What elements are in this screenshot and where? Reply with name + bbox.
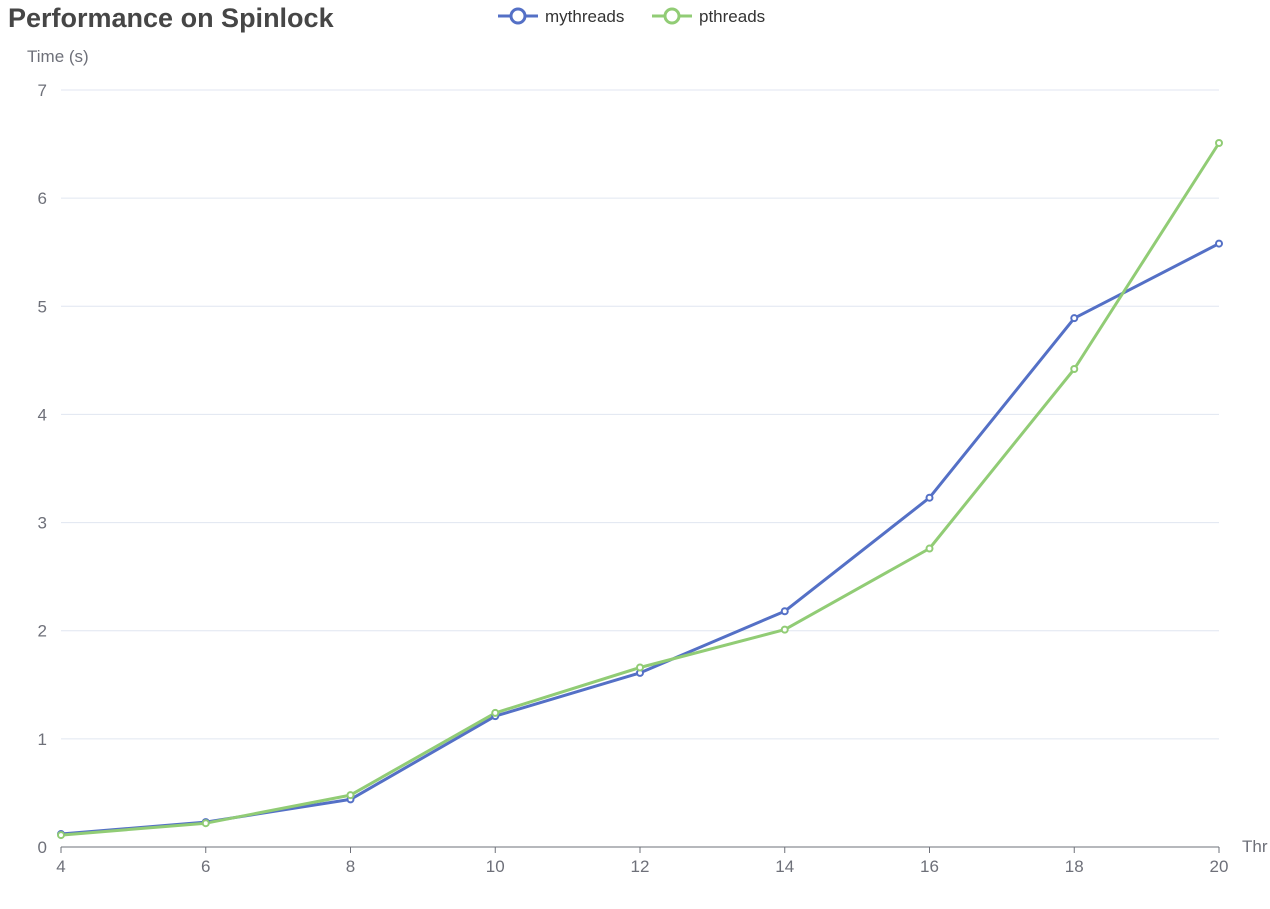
series-points [57, 138, 1223, 840]
x-tick-label: 6 [201, 857, 210, 876]
legend-marker [663, 7, 681, 25]
y-tick-label: 1 [38, 730, 47, 749]
legend-item-mythreads[interactable]: mythreads [498, 7, 624, 26]
series-line-mythreads [60, 242, 1220, 836]
x-tick-label: 8 [346, 857, 355, 876]
x-tick-label: 10 [486, 857, 505, 876]
y-tick-label: 0 [38, 838, 47, 857]
x-tick-label: 20 [1210, 857, 1229, 876]
legend-item-pthreads[interactable]: pthreads [652, 7, 765, 26]
data-point-pthreads[interactable] [201, 819, 210, 828]
data-point-mythreads[interactable] [1070, 314, 1079, 323]
data-point-pthreads[interactable] [1215, 138, 1223, 147]
series-line-pthreads [60, 142, 1221, 837]
grid-lines [61, 89, 1219, 740]
data-point-mythreads[interactable] [925, 493, 934, 502]
y-tick-label: 7 [38, 81, 47, 100]
chart-title: Performance on Spinlock [8, 3, 335, 33]
x-tick-label: 16 [920, 857, 939, 876]
legend-label: mythreads [545, 7, 624, 26]
x-tick-label: 18 [1065, 857, 1084, 876]
data-point-mythreads[interactable] [780, 607, 789, 616]
y-axis-label: Time (s) [27, 47, 89, 66]
y-tick-label: 5 [38, 297, 47, 316]
y-tick-label: 6 [38, 189, 47, 208]
x-tick-label: 14 [775, 857, 794, 876]
data-point-mythreads[interactable] [1215, 239, 1223, 248]
data-point-pthreads[interactable] [925, 544, 934, 553]
data-point-pthreads[interactable] [346, 791, 355, 800]
y-tick-label: 4 [38, 405, 47, 424]
legend: mythreads pthreads [498, 7, 765, 26]
data-point-pthreads[interactable] [1070, 365, 1079, 374]
series-lines [60, 142, 1221, 837]
legend-label: pthreads [699, 7, 765, 26]
x-axis-label: Thr [1242, 837, 1268, 856]
x-tick-label: 4 [56, 857, 65, 876]
y-tick-label: 3 [38, 514, 47, 533]
legend-marker [509, 7, 527, 25]
data-point-pthreads[interactable] [491, 708, 500, 717]
data-point-pthreads[interactable] [57, 831, 65, 840]
y-tick-label: 2 [38, 622, 47, 641]
data-point-pthreads[interactable] [636, 663, 644, 672]
x-axis: 4 6 8 10 12 14 16 18 20 [56, 846, 1229, 876]
x-tick-label: 12 [631, 857, 650, 876]
y-axis-ticks: 0 1 2 3 4 5 6 7 [38, 81, 47, 857]
data-point-pthreads[interactable] [780, 625, 789, 634]
